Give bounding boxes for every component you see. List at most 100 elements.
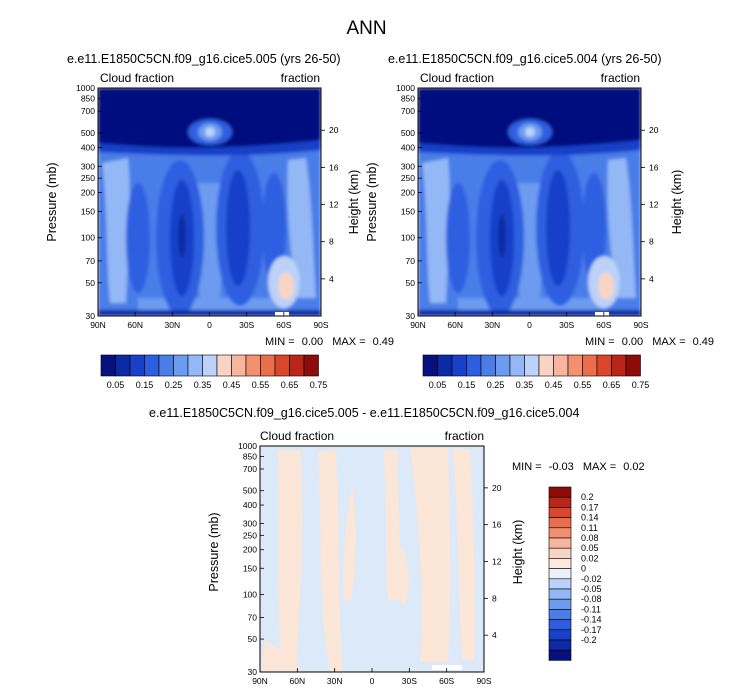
y-tick-label: 700	[243, 464, 257, 474]
panel3-plot	[259, 445, 485, 673]
colorbar-swatch	[548, 609, 572, 620]
panel1-y2-axis-label: Height (km)	[347, 170, 361, 235]
panel3-right-label: fraction	[445, 429, 484, 443]
colorbar-swatch	[548, 568, 572, 580]
x-tick-label: 90N	[410, 320, 426, 330]
x-tick-label: 0	[527, 320, 532, 330]
panel3-contour-field	[260, 446, 484, 672]
y-tick-label: 700	[81, 106, 95, 116]
panel1-min-value: 0.00	[302, 336, 323, 348]
colorbar-swatch	[509, 354, 525, 377]
panel2-plot	[417, 87, 642, 317]
panel1-colorbar: 0.05 0.15 0.25 0.35 0.45 0.55 0.65 0.75	[100, 354, 327, 390]
colorbar-swatch	[548, 547, 572, 559]
page-title: ANN	[346, 18, 387, 39]
colorbar-swatch	[596, 354, 612, 377]
panel3-max-label: MAX =	[583, 461, 616, 473]
y-tick-label: 200	[243, 545, 257, 555]
colorbar-swatch	[480, 354, 496, 377]
panel2-y2-axis-label: Height (km)	[670, 170, 684, 235]
panel2-colorbar: 0.05 0.15 0.25 0.35 0.45 0.55 0.65 0.75	[422, 354, 650, 390]
colorbar-swatch	[437, 354, 453, 377]
y-tick-label: 1000	[76, 83, 95, 93]
y-tick-label: 850	[243, 451, 257, 461]
x-tick-label: 30N	[165, 320, 181, 330]
panel3-title: e.e11.E1850C5CN.f09_g16.cice5.005 - e.e1…	[149, 406, 580, 420]
panel2-max-label: MAX =	[652, 336, 685, 348]
panel1-left-label: Cloud fraction	[100, 71, 174, 85]
colorbar-swatch	[582, 354, 598, 377]
y-tick-label: 70	[86, 256, 96, 266]
x-tick-label: 90N	[90, 320, 106, 330]
panel3-y-axis-label: Pressure (mb)	[207, 512, 221, 591]
y-tick-label: 70	[406, 256, 416, 266]
x-tick-label: 30S	[239, 320, 254, 330]
y-tick-label: 50	[248, 634, 258, 644]
y2-tick-label: 12	[329, 200, 339, 210]
y-tick-label: 850	[81, 94, 95, 104]
y2-tick-label: 16	[649, 162, 659, 172]
x-tick-label: 60N	[127, 320, 143, 330]
colorbar-swatch	[548, 598, 572, 610]
y-tick-label: 200	[81, 188, 95, 198]
panel3-y2-axis-label: Height (km)	[511, 520, 525, 585]
colorbar-label: -0.2	[581, 635, 597, 645]
colorbar-label: 0.35	[516, 380, 534, 390]
colorbar-swatch	[548, 588, 572, 600]
x-tick-label: 60S	[596, 320, 611, 330]
y-tick-label: 400	[401, 143, 415, 153]
colorbar-label: 0.75	[632, 380, 650, 390]
y-tick-label: 300	[401, 161, 415, 171]
y-tick-label: 150	[81, 206, 95, 216]
colorbar-label: 0.14	[581, 513, 599, 523]
panel1-right-label: fraction	[281, 71, 320, 85]
y2-tick-label: 12	[649, 200, 659, 210]
colorbar-swatch	[548, 649, 572, 661]
colorbar-swatch	[548, 527, 572, 539]
y2-tick-label: 4	[649, 274, 654, 284]
y2-tick-label: 4	[329, 274, 334, 284]
colorbar-swatch	[451, 354, 467, 377]
y2-tick-label: 12	[492, 557, 502, 567]
colorbar-swatch	[303, 354, 319, 377]
colorbar-swatch	[625, 354, 641, 377]
y-tick-label: 200	[401, 188, 415, 198]
colorbar-swatch	[422, 354, 438, 377]
y2-tick-label: 8	[492, 593, 497, 603]
panel2-right-label: fraction	[601, 71, 640, 85]
panel2-title: e.e11.E1850C5CN.f09_g16.cice5.004 (yrs 2…	[388, 52, 662, 66]
colorbar-swatch	[611, 354, 627, 377]
colorbar-label: -0.17	[581, 625, 602, 635]
y-tick-label: 500	[243, 486, 257, 496]
colorbar-label: -0.05	[581, 584, 602, 594]
colorbar-swatch	[289, 354, 305, 377]
colorbar-swatch	[115, 354, 131, 377]
y-tick-label: 250	[401, 173, 415, 183]
colorbar-label: 0.05	[581, 543, 599, 553]
panel2-min-value: 0.00	[622, 336, 643, 348]
x-tick-label: 0	[207, 320, 212, 330]
y-tick-label: 400	[81, 143, 95, 153]
panel3-min-value: -0.03	[549, 461, 574, 473]
y2-tick-label: 4	[492, 630, 497, 640]
x-tick-label: 90N	[252, 676, 268, 686]
colorbar-swatch	[548, 517, 572, 529]
y-tick-label: 400	[243, 500, 257, 510]
colorbar-label: -0.14	[581, 615, 602, 625]
colorbar-swatch	[548, 537, 572, 549]
colorbar-label: 0.15	[136, 380, 154, 390]
x-tick-label: 30S	[402, 676, 417, 686]
panel1-y-axis-label: Pressure (mb)	[45, 162, 59, 241]
y-tick-label: 30	[406, 311, 416, 321]
y-tick-label: 300	[81, 161, 95, 171]
y-tick-label: 150	[401, 206, 415, 216]
y-tick-label: 250	[243, 530, 257, 540]
colorbar-label: 0	[581, 564, 586, 574]
colorbar-swatch	[202, 354, 218, 377]
colorbar-label: 0.05	[107, 380, 125, 390]
colorbar-swatch	[548, 578, 572, 590]
colorbar-swatch	[158, 354, 174, 377]
colorbar-swatch	[538, 354, 554, 377]
